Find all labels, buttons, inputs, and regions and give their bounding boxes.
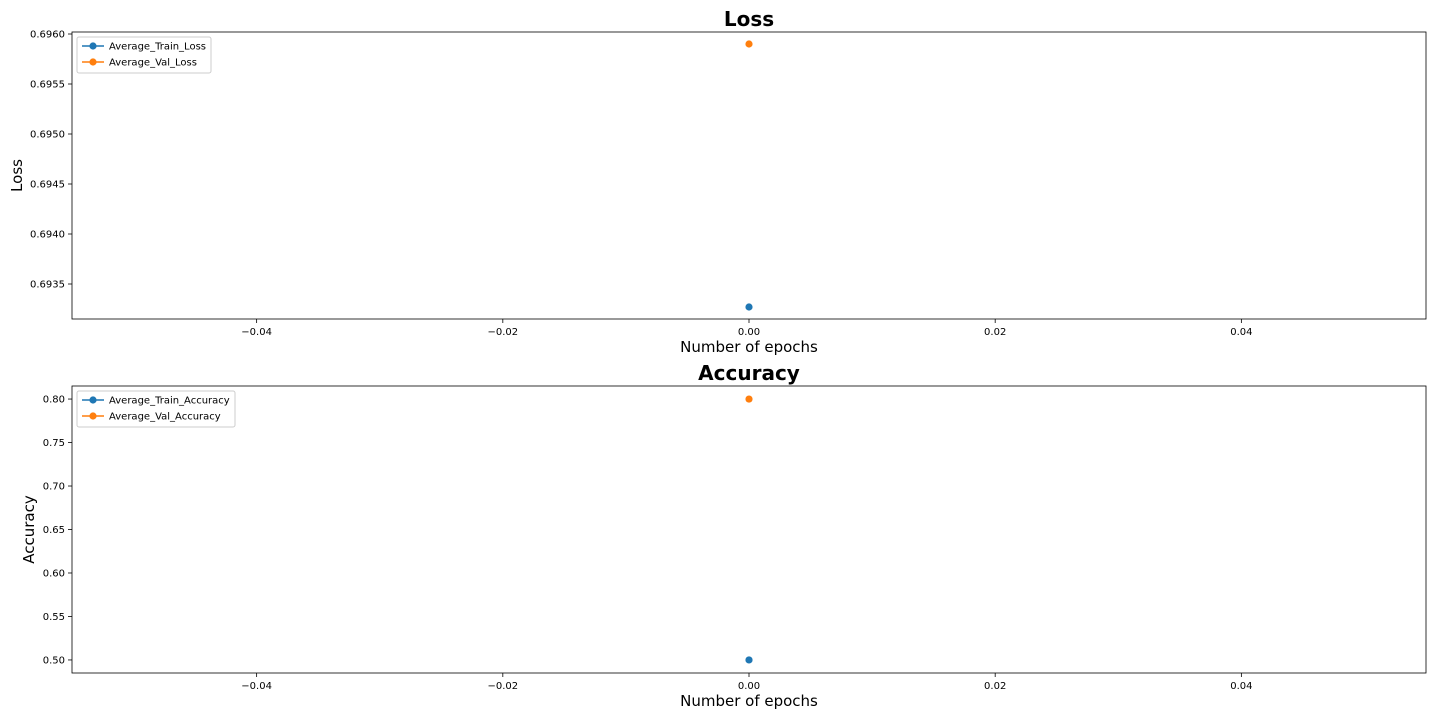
accuracy-y-tick-label: 0.60 bbox=[43, 568, 65, 579]
accuracy-chart-title: Accuracy bbox=[698, 361, 800, 385]
accuracy-legend-marker bbox=[89, 396, 97, 404]
loss-chart-title: Loss bbox=[724, 7, 774, 31]
accuracy-series-0-point bbox=[745, 656, 753, 664]
loss-chart: Loss −0.04 −0.02 0.00 0.02 0.04 0.6935 0.6940 0.… bbox=[8, 7, 1427, 356]
accuracy-axes-frame bbox=[71, 385, 1427, 674]
loss-legend-label: Average_Val_Loss bbox=[109, 58, 197, 69]
accuracy-y-tick-label: 0.50 bbox=[43, 655, 65, 666]
accuracy-y-tick-label: 0.80 bbox=[43, 395, 65, 406]
loss-legend: Average_Train_Loss Average_Val_Loss bbox=[76, 36, 212, 74]
loss-legend-marker bbox=[89, 58, 97, 66]
loss-series-0-point bbox=[745, 303, 753, 311]
loss-y-tick-label: 0.6955 bbox=[30, 80, 65, 91]
loss-y-tick-label: 0.6960 bbox=[30, 30, 65, 41]
loss-y-tick-label: 0.6950 bbox=[30, 130, 65, 141]
loss-legend-frame bbox=[76, 36, 212, 74]
accuracy-legend-marker bbox=[89, 412, 97, 420]
accuracy-y-tick-label: 0.55 bbox=[43, 612, 65, 623]
accuracy-x-tick-label: 0.04 bbox=[1230, 681, 1252, 692]
loss-y-axis-label: Loss bbox=[8, 159, 26, 192]
loss-x-axis-label: Number of epochs bbox=[680, 338, 818, 356]
loss-y-tick-label: 0.6945 bbox=[30, 180, 65, 191]
loss-x-tick-label: 0.04 bbox=[1230, 327, 1252, 338]
accuracy-legend-label: Average_Val_Accuracy bbox=[109, 412, 221, 423]
accuracy-legend-frame bbox=[76, 390, 236, 428]
accuracy-x-tick-label: −0.02 bbox=[487, 681, 518, 692]
loss-x-tick-label: −0.02 bbox=[487, 327, 518, 338]
accuracy-x-tick-label: 0.00 bbox=[738, 681, 760, 692]
loss-series-1-point bbox=[745, 40, 753, 48]
loss-x-tick-label: −0.04 bbox=[241, 327, 272, 338]
accuracy-y-axis-label: Accuracy bbox=[20, 495, 38, 564]
accuracy-series-1-point bbox=[745, 395, 753, 403]
loss-x-tick-label: 0.02 bbox=[984, 327, 1006, 338]
loss-y-tick-label: 0.6935 bbox=[30, 280, 65, 291]
loss-legend-marker bbox=[89, 42, 97, 50]
loss-y-tick-label: 0.6940 bbox=[30, 230, 65, 241]
accuracy-chart: Accuracy −0.04 −0.02 0.00 0.02 0.04 0.50 0.55 0.… bbox=[20, 361, 1427, 710]
accuracy-y-tick-label: 0.65 bbox=[43, 525, 65, 536]
accuracy-x-tick-label: −0.04 bbox=[241, 681, 272, 692]
loss-axes-frame bbox=[71, 31, 1427, 320]
accuracy-x-tick-label: 0.02 bbox=[984, 681, 1006, 692]
accuracy-y-tick-label: 0.75 bbox=[43, 438, 65, 449]
accuracy-legend: Average_Train_Accuracy Average_Val_Accura… bbox=[76, 390, 236, 428]
accuracy-y-tick-label: 0.70 bbox=[43, 482, 65, 493]
loss-legend-label: Average_Train_Loss bbox=[109, 42, 206, 53]
accuracy-x-axis-label: Number of epochs bbox=[680, 692, 818, 710]
accuracy-legend-label: Average_Train_Accuracy bbox=[109, 396, 230, 407]
loss-x-tick-label: 0.00 bbox=[738, 327, 760, 338]
